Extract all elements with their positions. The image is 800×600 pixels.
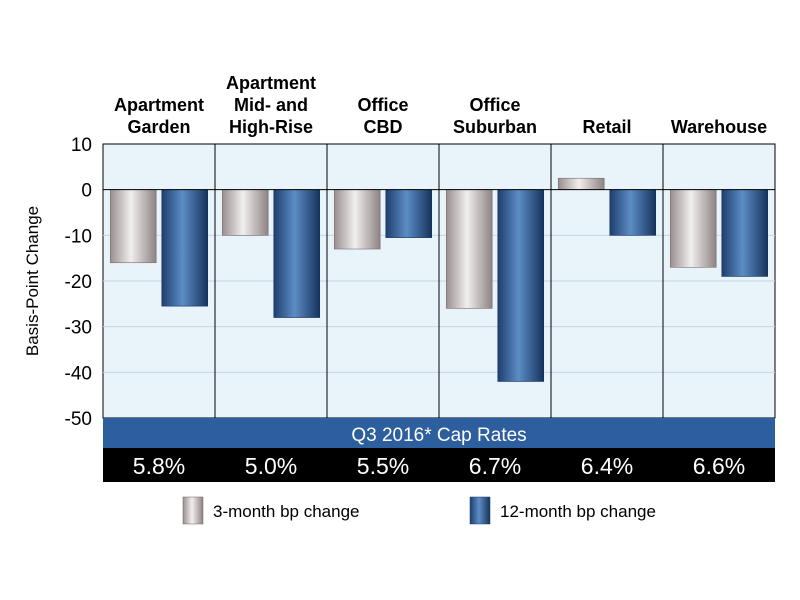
cap-rate-value: 6.4% — [581, 453, 633, 479]
cap-rate-value: 5.8% — [133, 453, 185, 479]
bar-12-month — [497, 189, 545, 382]
bar-3-month — [221, 189, 269, 236]
category-label: Office CBD — [357, 95, 408, 137]
bar-3-month — [333, 189, 381, 250]
category-label: Apartment Garden — [114, 95, 204, 137]
category-label-line: Mid- and — [234, 95, 308, 115]
category-label-line: Office — [469, 95, 520, 115]
legend-swatch-3-month — [182, 496, 204, 525]
category-dividers — [214, 144, 664, 418]
cap-rate-value: 6.6% — [693, 453, 745, 479]
category-label: Office Suburban — [453, 95, 537, 137]
bars — [109, 177, 769, 382]
bar-3-month — [557, 177, 605, 190]
category-label-line: Apartment — [114, 95, 204, 115]
category-label: Apartment Mid- and High-Rise — [226, 73, 316, 137]
bar-3-month — [669, 189, 717, 268]
bar-12-month — [273, 189, 321, 318]
cap-rate-value: 5.5% — [357, 453, 409, 479]
bar-12-month — [609, 189, 657, 236]
cap-rate-header-band — [103, 418, 775, 448]
legend-label-3-month: 3-month bp change — [213, 502, 360, 521]
category-label-line: Retail — [582, 117, 631, 137]
category-label-line: Warehouse — [671, 117, 767, 137]
category-label-line: Apartment — [226, 73, 316, 93]
y-tick-label: -20 — [65, 272, 92, 293]
bar-3-month — [445, 189, 493, 309]
y-tick-label: -40 — [65, 363, 92, 384]
category-label: Retail — [582, 117, 631, 137]
legend-label-12-month: 12-month bp change — [500, 502, 656, 521]
y-tick-label: 0 — [81, 181, 92, 202]
bar-12-month — [385, 189, 433, 238]
cap-rate-value: 6.7% — [469, 453, 521, 479]
cap-rate-value: 5.0% — [245, 453, 297, 479]
bar-12-month — [161, 189, 209, 307]
legend-swatch-12-month — [469, 496, 491, 525]
bar-3-month — [109, 189, 157, 264]
category-label-line: Office — [357, 95, 408, 115]
legend: 3-month bp change 12-month bp change — [182, 496, 656, 525]
cap-rate-values-band — [103, 448, 775, 482]
y-tick-label: -50 — [65, 409, 92, 430]
y-tick-label: -10 — [65, 226, 92, 247]
y-tick-label: 10 — [71, 135, 92, 156]
y-axis-label: Basis-Point Change — [23, 206, 42, 356]
cap-rate-values: 5.8% 5.0% 5.5% 6.7% 6.4% 6.6% — [133, 453, 745, 479]
category-label: Warehouse — [671, 117, 767, 137]
cap-rate-header: Q3 2016* Cap Rates — [351, 425, 526, 446]
category-label-line: Suburban — [453, 117, 537, 137]
category-label-line: High-Rise — [229, 117, 313, 137]
y-tick-label: -30 — [65, 318, 92, 339]
bar-12-month — [721, 189, 769, 277]
category-label-line: CBD — [364, 117, 403, 137]
category-label-line: Garden — [127, 117, 190, 137]
y-axis-ticks: 10 0 -10 -20 -30 -40 -50 — [65, 135, 92, 430]
